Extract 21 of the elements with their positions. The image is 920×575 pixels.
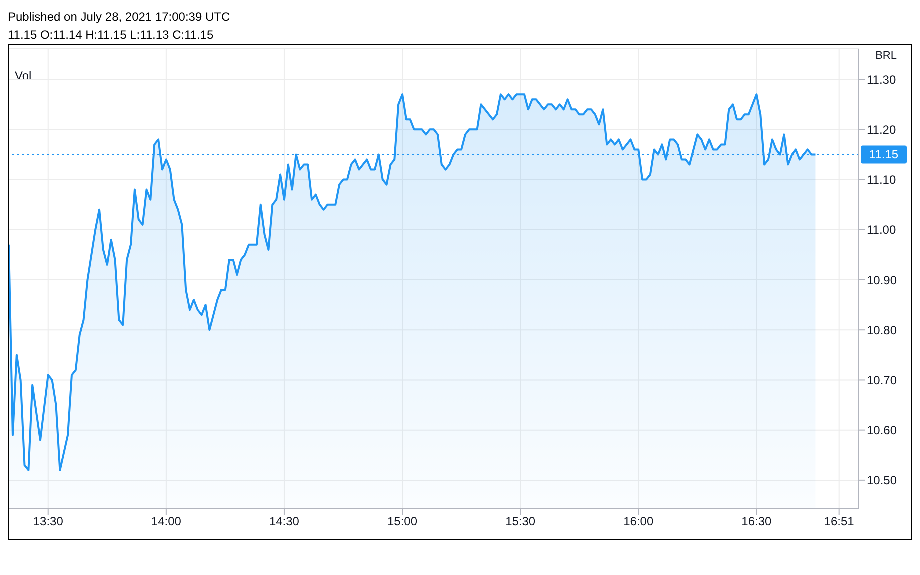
y-tick-label: 11.00 bbox=[867, 223, 896, 238]
x-tick-label: 14:00 bbox=[151, 514, 182, 529]
x-tick-label: 13:30 bbox=[33, 514, 64, 529]
y-tick-label: 10.60 bbox=[867, 424, 898, 438]
y-tick-label: 11.20 bbox=[867, 122, 896, 137]
x-tick-label: 15:30 bbox=[506, 514, 536, 529]
y-tick-label: 10.50 bbox=[867, 474, 898, 488]
y-tick-label: 11.10 bbox=[867, 173, 896, 188]
y-tick-label: 11.30 bbox=[867, 72, 896, 87]
y-tick-label: 10.90 bbox=[867, 273, 898, 288]
x-tick-label: 15:00 bbox=[388, 514, 418, 529]
ref-line-label: 11.15 bbox=[869, 148, 899, 162]
text: 11.15 O:11.14 H:11.15 L:11.13 C:11.15 bbox=[8, 27, 215, 44]
y-tick-label: 10.70 bbox=[867, 373, 898, 388]
x-tick-label: 16:30 bbox=[742, 514, 772, 529]
x-tick-label: 16:00 bbox=[624, 514, 654, 529]
y-tick-label: 10.80 bbox=[867, 323, 898, 338]
y-axis-title: BRL bbox=[876, 50, 897, 62]
x-tick-label: 14:30 bbox=[269, 514, 300, 529]
text: Published on July 28, 2021 17:00:39 UTC bbox=[8, 9, 232, 26]
x-tick-label: 16:51 bbox=[824, 514, 855, 529]
